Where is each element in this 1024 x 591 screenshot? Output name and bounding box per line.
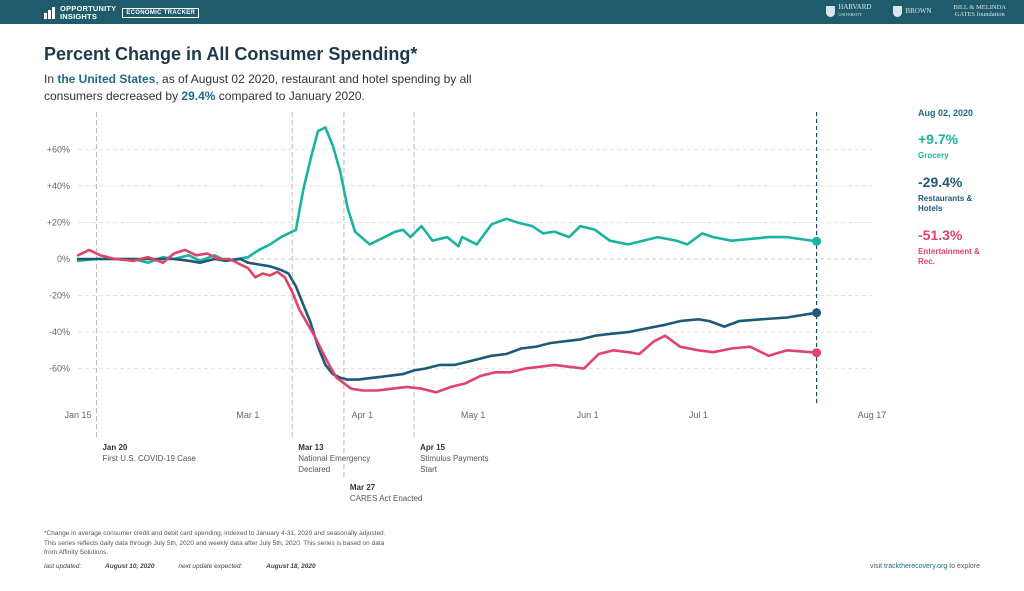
spending-chart[interactable]: +60% +40% +20% 0% -20% -40% -60% Jan 15 Mar 1 Apr… (0, 0, 1024, 520)
subtitle-text-3: compared to January 2020. (215, 89, 365, 103)
event-title-mar-27: Mar 27 (350, 483, 376, 492)
gates-line1: BILL & MELINDA (953, 4, 1006, 11)
harvard-name: HARVARD (838, 3, 872, 11)
brown-name: BROWN (905, 7, 932, 15)
legend-name-grocery: Grocery (918, 151, 949, 160)
x-tick-label: Mar 1 (236, 410, 259, 420)
update-info: last updated: August 10, 2020 next updat… (44, 563, 338, 570)
subtitle-region[interactable]: the United States (57, 72, 156, 86)
brown-logo[interactable]: BROWN (893, 5, 932, 17)
series-line-grocery[interactable] (76, 126, 818, 264)
y-tick-label: +20% (47, 217, 70, 227)
tracktherecovery-link[interactable]: tracktherecovery.org (884, 563, 948, 570)
harvard-subname: UNIVERSITY (838, 12, 863, 17)
event-title-jan-20: Jan 20 (102, 443, 127, 452)
y-tick-label: +60% (47, 144, 70, 154)
event-label-jan-20: First U.S. COVID-19 Case (102, 454, 196, 463)
y-tick-label: 0% (57, 254, 70, 264)
economic-tracker-badge: ECONOMIC TRACKER (122, 7, 200, 18)
event-label-mar-13: National Emergency (298, 454, 370, 463)
y-tick-label: -60% (49, 364, 70, 374)
brown-shield-icon (893, 5, 903, 17)
series-end-marker-entertainment-rec[interactable] (812, 348, 822, 358)
event-title-apr-15: Apr 15 (420, 443, 445, 452)
visit-text-2: to explore (947, 563, 980, 570)
last-updated-label: last updated: (44, 563, 84, 570)
next-update: next update expected: August 18, 2020 (178, 563, 315, 570)
y-tick-label: -40% (49, 327, 70, 337)
subtitle-value: 29.4% (181, 89, 216, 103)
legend-item-entertainment[interactable]: -51.3% Entertainment & Rec. (918, 228, 1018, 267)
x-tick-label: Apr 1 (352, 410, 374, 420)
harvard-shield-icon (826, 5, 836, 17)
opportunity-insights-logo[interactable]: OPPORTUNITY INSIGHTS ECONOMIC TRACKER (44, 4, 200, 21)
top-bar: OPPORTUNITY INSIGHTS ECONOMIC TRACKER HA… (0, 0, 1024, 24)
series-line-restaurants-hotels[interactable] (76, 257, 818, 381)
subtitle-text-2: , as of August 02 2020, restaurant and h… (44, 72, 472, 103)
logo-line2: INSIGHTS (60, 11, 98, 21)
gates-line2: GATES foundation (954, 11, 1005, 18)
x-tick-label: Jul 1 (689, 410, 708, 420)
x-tick-label: Aug 17 (858, 410, 887, 420)
partner-logos: HARVARD UNIVERSITY BROWN BILL & MELINDA … (826, 4, 1006, 18)
x-tick-label: Jan 15 (64, 410, 91, 420)
visit-note: visit tracktherecovery.org to explore (870, 563, 980, 570)
next-update-label: next update expected: (178, 563, 245, 570)
gates-foundation-logo[interactable]: BILL & MELINDA GATES foundation (954, 4, 1006, 18)
last-updated-value: August 10, 2020 (105, 563, 155, 570)
legend-value-entertainment: -51.3% (918, 227, 963, 243)
x-tick-label: May 1 (461, 410, 486, 420)
visit-text-1: visit (870, 563, 885, 570)
legend: Aug 02, 2020 +9.7% Grocery -29.4% Restau… (918, 108, 1018, 267)
bar-chart-icon (44, 6, 56, 19)
footnote-line1: *Change in average consumer credit and d… (44, 530, 386, 537)
x-tick-label: Jun 1 (577, 410, 599, 420)
logo-line1: OPPORTUNITY (60, 4, 117, 13)
page-subtitle: In the United States, as of August 02 20… (44, 71, 494, 105)
event-label-mar-13: Declared (298, 465, 330, 474)
legend-value-grocery: +9.7% (918, 131, 959, 147)
harvard-logo[interactable]: HARVARD UNIVERSITY (826, 4, 871, 18)
footnote: *Change in average consumer credit and d… (44, 529, 444, 558)
event-title-mar-13: Mar 13 (298, 443, 324, 452)
legend-name-entertainment: Entertainment & Rec. (918, 247, 980, 266)
legend-value-restaurants: -29.4% (918, 174, 963, 190)
event-label-apr-15: Start (420, 465, 438, 474)
y-tick-label: -20% (49, 291, 70, 301)
series-line-entertainment-rec[interactable] (76, 248, 818, 394)
legend-date: Aug 02, 2020 (918, 108, 974, 118)
legend-item-grocery[interactable]: +9.7% Grocery (918, 132, 1018, 161)
next-update-value: August 18, 2020 (266, 563, 316, 570)
legend-item-restaurants[interactable]: -29.4% Restaurants & Hotels (918, 175, 1018, 214)
series-end-marker-grocery[interactable] (812, 236, 822, 246)
footnote-line2: This series reflects daily data through … (44, 539, 385, 547)
series-end-marker-restaurants-hotels[interactable] (812, 308, 822, 318)
subtitle-text-1: In (44, 72, 58, 86)
event-label-apr-15: Stimulus Payments (420, 454, 488, 463)
legend-name-restaurants: Restaurants & Hotels (918, 194, 973, 213)
page-title: Percent Change in All Consumer Spending* (44, 44, 418, 64)
event-label-mar-27: CARES Act Enacted (350, 494, 422, 503)
last-updated: last updated: August 10, 2020 (44, 563, 155, 570)
y-tick-label: +40% (47, 181, 70, 191)
footnote-line3: from Affinity Solutions. (44, 549, 109, 556)
